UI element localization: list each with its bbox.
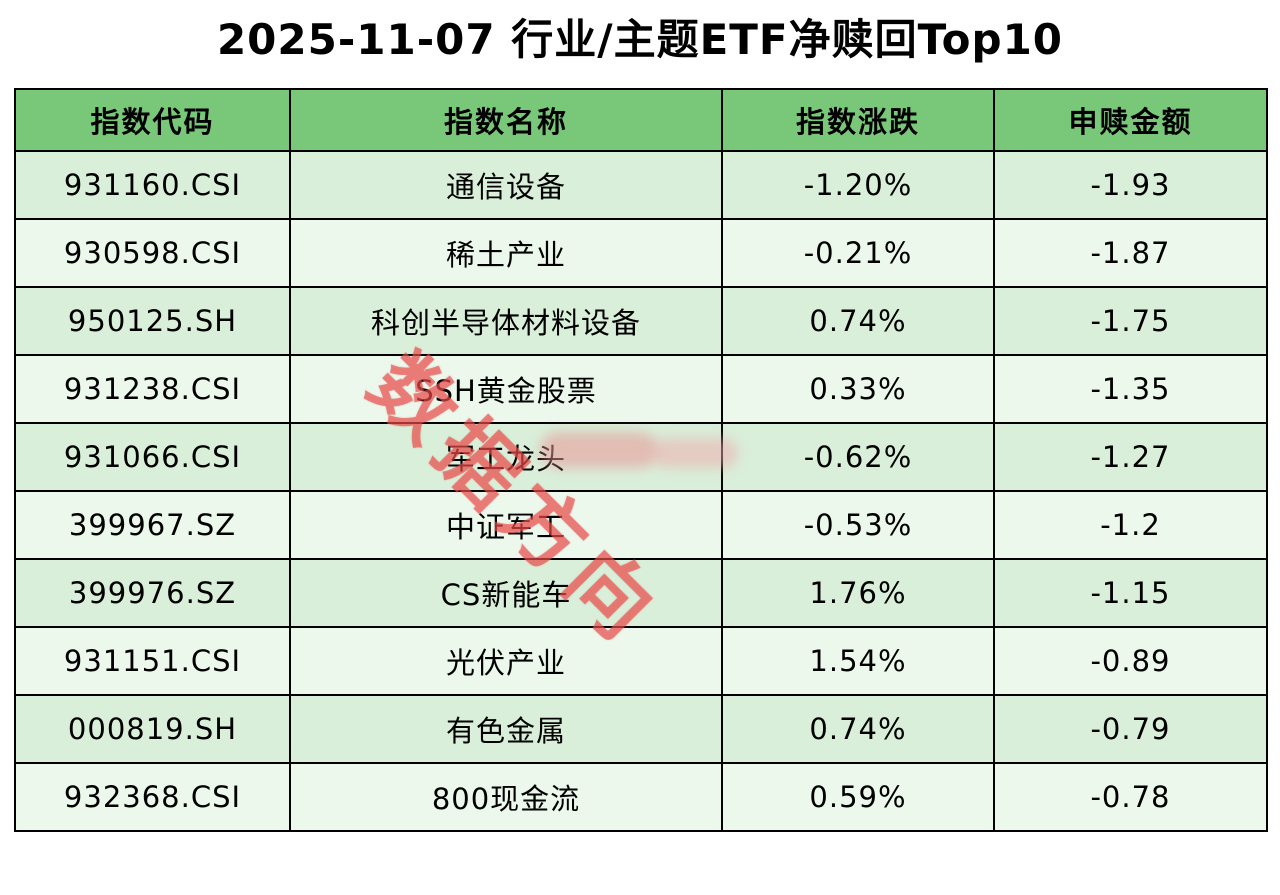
etf-redemption-table: 指数代码 指数名称 指数涨跌 申赎金额 931160.CSI 通信设备 -1.20% -1.…	[14, 88, 1268, 832]
table-cell: 931160.CSI	[14, 150, 291, 220]
table-cell: -1.87	[993, 218, 1268, 288]
table-row: 931066.CSI 军工龙头 -0.62% -1.27	[14, 422, 1268, 492]
table-cell: -0.78	[993, 762, 1268, 832]
table-cell: 399976.SZ	[14, 558, 291, 628]
column-header: 指数代码	[14, 88, 291, 152]
table-cell: 399967.SZ	[14, 490, 291, 560]
table-body: 931160.CSI 通信设备 -1.20% -1.93 930598.CSI 稀土产业 -…	[14, 150, 1268, 832]
header-row: 指数代码 指数名称 指数涨跌 申赎金额	[14, 88, 1268, 152]
table-cell: 稀土产业	[289, 218, 723, 288]
column-header: 指数名称	[289, 88, 723, 152]
table-cell: 通信设备	[289, 150, 723, 220]
table-cell: -0.53%	[721, 490, 995, 560]
table-cell: -1.2	[993, 490, 1268, 560]
table-cell: 930598.CSI	[14, 218, 291, 288]
table-cell: 1.54%	[721, 626, 995, 696]
table-cell: -0.62%	[721, 422, 995, 492]
table-cell: 1.76%	[721, 558, 995, 628]
table-cell: -1.27	[993, 422, 1268, 492]
table-cell: 0.33%	[721, 354, 995, 424]
page-title: 2025-11-07 行业/主题ETF净赎回Top10	[216, 15, 1064, 64]
table-cell: 0.74%	[721, 286, 995, 356]
table-cell: -1.93	[993, 150, 1268, 220]
table-cell: 光伏产业	[289, 626, 723, 696]
table-cell: -1.35	[993, 354, 1268, 424]
table-row: 931238.CSI SSH黄金股票 0.33% -1.35	[14, 354, 1268, 424]
table-row: 931160.CSI 通信设备 -1.20% -1.93	[14, 150, 1268, 220]
table-cell: SSH黄金股票	[289, 354, 723, 424]
table-cell: 军工龙头	[289, 422, 723, 492]
column-header: 申赎金额	[993, 88, 1268, 152]
table-cell: -1.15	[993, 558, 1268, 628]
table-cell: 932368.CSI	[14, 762, 291, 832]
table-row: 932368.CSI 800现金流 0.59% -0.78	[14, 762, 1268, 832]
table-cell: 000819.SH	[14, 694, 291, 764]
table-cell: 科创半导体材料设备	[289, 286, 723, 356]
table-cell: 有色金属	[289, 694, 723, 764]
table-cell: CS新能车	[289, 558, 723, 628]
table-cell: 0.74%	[721, 694, 995, 764]
table-row: 931151.CSI 光伏产业 1.54% -0.89	[14, 626, 1268, 696]
table-cell: 931066.CSI	[14, 422, 291, 492]
table-row: 950125.SH 科创半导体材料设备 0.74% -1.75	[14, 286, 1268, 356]
table-cell: 931151.CSI	[14, 626, 291, 696]
table-cell: 931238.CSI	[14, 354, 291, 424]
table-cell: 0.59%	[721, 762, 995, 832]
table-cell: -1.75	[993, 286, 1268, 356]
column-header: 指数涨跌	[721, 88, 995, 152]
table-cell: -0.89	[993, 626, 1268, 696]
table-cell: 950125.SH	[14, 286, 291, 356]
table-row: 000819.SH 有色金属 0.74% -0.79	[14, 694, 1268, 764]
table-row: 399976.SZ CS新能车 1.76% -1.15	[14, 558, 1268, 628]
table-cell: 中证军工	[289, 490, 723, 560]
table-cell: -0.21%	[721, 218, 995, 288]
table-cell: 800现金流	[289, 762, 723, 832]
table-cell: -1.20%	[721, 150, 995, 220]
table-cell: -0.79	[993, 694, 1268, 764]
table-row: 399967.SZ 中证军工 -0.53% -1.2	[14, 490, 1268, 560]
table-row: 930598.CSI 稀土产业 -0.21% -1.87	[14, 218, 1268, 288]
